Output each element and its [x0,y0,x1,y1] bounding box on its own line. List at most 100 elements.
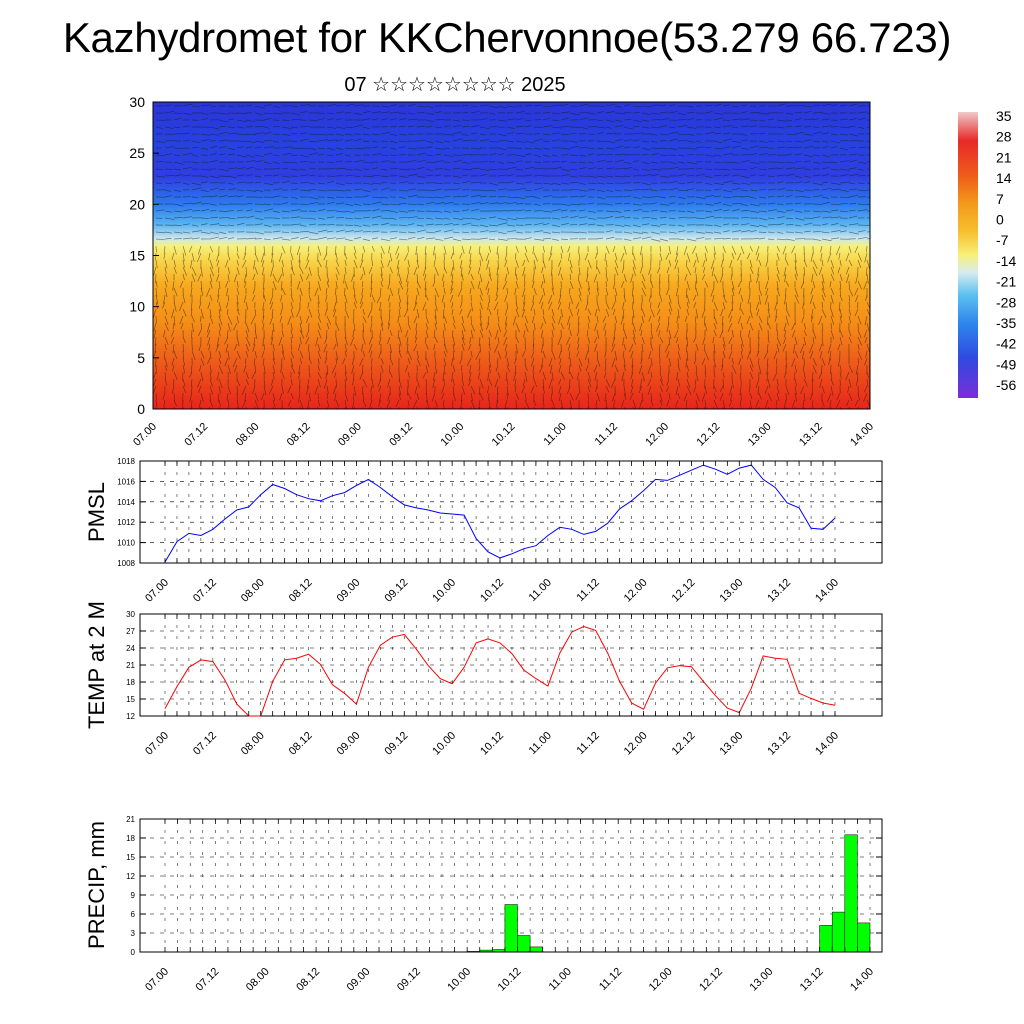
wind-barb [233,343,238,351]
wind-barb [812,280,816,289]
wind-barb [740,104,747,107]
wind-barb [353,230,363,233]
wind-barb [324,378,328,389]
wind-barb [722,237,731,240]
wind-barb [614,175,625,178]
wind-barb [380,322,384,331]
wind-barb [866,160,870,163]
wind-barb [785,238,795,241]
wind-barb [713,399,718,409]
wind-barb [677,224,685,227]
wind-barb [443,201,454,205]
wind-barb [623,329,628,340]
wind-barb [504,252,508,261]
wind-barb [596,147,604,149]
wind-barb [180,322,184,330]
wind-barb [578,294,582,302]
wind-barb [623,104,631,107]
wind-barb [776,119,787,122]
wind-barb [241,399,247,409]
precip-bar [504,904,518,953]
wind-barb [702,336,706,346]
wind-barb [623,126,634,130]
wind-barb [686,350,689,361]
wind-barb [631,364,634,374]
wind-barb [263,117,272,121]
wind-barb [749,119,758,121]
wind-barb [596,301,600,312]
wind-barb [470,224,480,227]
wind-barb [623,245,627,255]
wind-barb [236,336,240,347]
wind-barb [209,216,219,219]
wind-barb [740,322,744,330]
x-tick-label: 13.12 [765,577,793,605]
wind-barb [848,378,852,389]
wind-barb [281,202,289,205]
wind-barb [532,364,535,373]
wind-barb [848,182,856,185]
wind-barb [254,350,257,358]
wind-barb [485,280,490,291]
wind-barb [533,196,541,199]
wind-barb [263,378,266,387]
wind-barb [594,308,598,317]
wind-barb [263,364,266,374]
wind-barb [164,280,168,288]
wind-barb [628,343,634,353]
wind-barb [767,392,772,402]
wind-barb [549,364,553,374]
wind-barb [821,259,824,267]
wind-barb [461,174,469,177]
wind-barb [857,357,859,365]
wind-barb [351,273,355,282]
wind-barb [155,315,157,324]
wind-barb [459,259,463,269]
wind-barb [506,118,516,121]
wind-barb [803,406,805,409]
wind-barb [542,140,550,143]
wind-barb [308,147,316,150]
wind-barb [298,371,301,379]
wind-barb [793,371,796,381]
wind-barb [731,357,734,365]
wind-barb [731,223,739,226]
wind-barb [434,174,442,177]
wind-barb [731,245,737,255]
wind-barb [503,336,508,346]
wind-barb [523,294,526,305]
wind-barb [638,399,643,409]
wind-barb [731,301,734,311]
wind-barb [272,237,283,240]
wind-barb [578,287,582,296]
wind-barb [812,238,822,241]
wind-barb [866,406,869,409]
wind-barb [245,189,256,192]
wind-barb [272,188,283,191]
wind-barb [740,230,751,233]
wind-barb [406,273,409,283]
wind-barb [290,336,293,344]
wind-barb [443,229,454,233]
wind-barb [749,301,751,309]
wind-barb [595,399,598,407]
wind-barb [452,322,456,329]
wind-barb [389,287,394,297]
wind-barb [855,273,859,284]
wind-barb [686,167,695,170]
wind-barb [848,223,859,226]
wind-barb [353,322,356,332]
wind-barb [290,188,299,191]
wind-barb [515,147,523,150]
wind-barb [596,280,599,291]
wind-barb [487,385,490,394]
wind-barb [209,308,212,317]
wind-barb [254,147,262,149]
wind-barb [245,336,251,347]
wind-barb [236,308,240,316]
wind-barb [587,336,591,344]
wind-barb [344,336,348,346]
wind-barb [641,112,651,116]
wind-barb [414,385,418,395]
wind-barb [578,216,588,219]
